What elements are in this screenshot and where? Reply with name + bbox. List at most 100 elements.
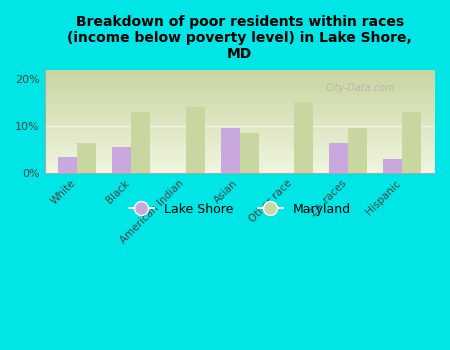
Bar bbox=[45, 94, 435, 96]
Bar bbox=[45, 166, 435, 167]
Bar bbox=[45, 103, 435, 104]
Bar bbox=[45, 163, 435, 164]
Bar bbox=[45, 72, 435, 74]
Bar bbox=[221, 128, 240, 173]
Bar bbox=[45, 100, 435, 101]
Bar bbox=[45, 105, 435, 106]
Bar bbox=[45, 83, 435, 84]
Bar bbox=[45, 150, 435, 151]
Bar bbox=[45, 158, 435, 159]
Bar bbox=[45, 108, 435, 109]
Title: Breakdown of poor residents within races
(income below poverty level) in Lake Sh: Breakdown of poor residents within races… bbox=[68, 15, 412, 61]
Bar bbox=[45, 149, 435, 150]
Bar bbox=[45, 165, 435, 166]
Bar bbox=[45, 84, 435, 85]
Bar bbox=[45, 133, 435, 134]
Bar bbox=[45, 140, 435, 141]
Bar bbox=[348, 128, 367, 173]
Bar bbox=[45, 107, 435, 108]
Bar bbox=[45, 134, 435, 135]
Bar bbox=[45, 144, 435, 145]
Bar bbox=[45, 122, 435, 124]
Bar bbox=[45, 82, 435, 83]
Bar bbox=[294, 103, 313, 173]
Bar bbox=[45, 97, 435, 98]
Bar bbox=[45, 141, 435, 142]
Bar bbox=[45, 135, 435, 136]
Bar bbox=[45, 160, 435, 161]
Bar bbox=[45, 78, 435, 79]
Bar bbox=[45, 164, 435, 165]
Bar bbox=[45, 137, 435, 138]
Bar bbox=[45, 139, 435, 140]
Bar bbox=[45, 93, 435, 94]
Bar bbox=[45, 104, 435, 105]
Bar bbox=[45, 171, 435, 172]
Bar bbox=[45, 106, 435, 107]
Bar bbox=[185, 107, 205, 173]
Bar bbox=[45, 79, 435, 80]
Bar bbox=[45, 116, 435, 117]
Bar bbox=[402, 112, 422, 173]
Bar bbox=[45, 115, 435, 116]
Bar bbox=[45, 111, 435, 112]
Bar bbox=[45, 170, 435, 171]
Bar bbox=[45, 125, 435, 126]
Bar bbox=[45, 152, 435, 153]
Bar bbox=[131, 112, 150, 173]
Bar bbox=[45, 118, 435, 119]
Bar bbox=[45, 81, 435, 82]
Bar bbox=[45, 147, 435, 148]
Bar bbox=[45, 113, 435, 114]
Bar bbox=[45, 162, 435, 163]
Bar bbox=[45, 148, 435, 149]
Bar bbox=[45, 124, 435, 125]
Bar bbox=[45, 155, 435, 156]
Bar bbox=[240, 133, 259, 173]
Bar bbox=[45, 172, 435, 173]
Bar bbox=[45, 80, 435, 81]
Bar bbox=[45, 91, 435, 92]
Bar bbox=[45, 126, 435, 127]
Bar bbox=[45, 110, 435, 111]
Bar bbox=[45, 77, 435, 78]
Bar bbox=[45, 74, 435, 75]
Bar bbox=[45, 130, 435, 131]
Bar bbox=[45, 145, 435, 146]
Bar bbox=[45, 136, 435, 137]
Bar bbox=[45, 143, 435, 144]
Bar bbox=[45, 85, 435, 86]
Bar bbox=[45, 167, 435, 168]
Bar bbox=[329, 142, 348, 173]
Bar bbox=[77, 142, 96, 173]
Bar bbox=[45, 76, 435, 77]
Bar bbox=[112, 147, 131, 173]
Bar bbox=[45, 128, 435, 130]
Bar bbox=[45, 138, 435, 139]
Bar bbox=[383, 159, 402, 173]
Bar bbox=[45, 132, 435, 133]
Bar bbox=[45, 161, 435, 162]
Bar bbox=[45, 87, 435, 88]
Bar bbox=[45, 96, 435, 97]
Bar bbox=[45, 169, 435, 170]
Bar bbox=[45, 119, 435, 120]
Bar bbox=[45, 151, 435, 152]
Bar bbox=[45, 146, 435, 147]
Bar bbox=[45, 153, 435, 154]
Bar bbox=[45, 114, 435, 115]
Bar bbox=[45, 168, 435, 169]
Bar bbox=[45, 120, 435, 121]
Bar bbox=[45, 131, 435, 132]
Bar bbox=[45, 89, 435, 90]
Bar bbox=[45, 102, 435, 103]
Bar bbox=[45, 71, 435, 72]
Legend: Lake Shore, Maryland: Lake Shore, Maryland bbox=[124, 198, 356, 221]
Bar bbox=[45, 70, 435, 71]
Bar bbox=[45, 109, 435, 110]
Bar bbox=[45, 154, 435, 155]
Text: City-Data.com: City-Data.com bbox=[326, 83, 395, 93]
Bar bbox=[45, 98, 435, 99]
Bar bbox=[45, 127, 435, 128]
Bar bbox=[45, 90, 435, 91]
